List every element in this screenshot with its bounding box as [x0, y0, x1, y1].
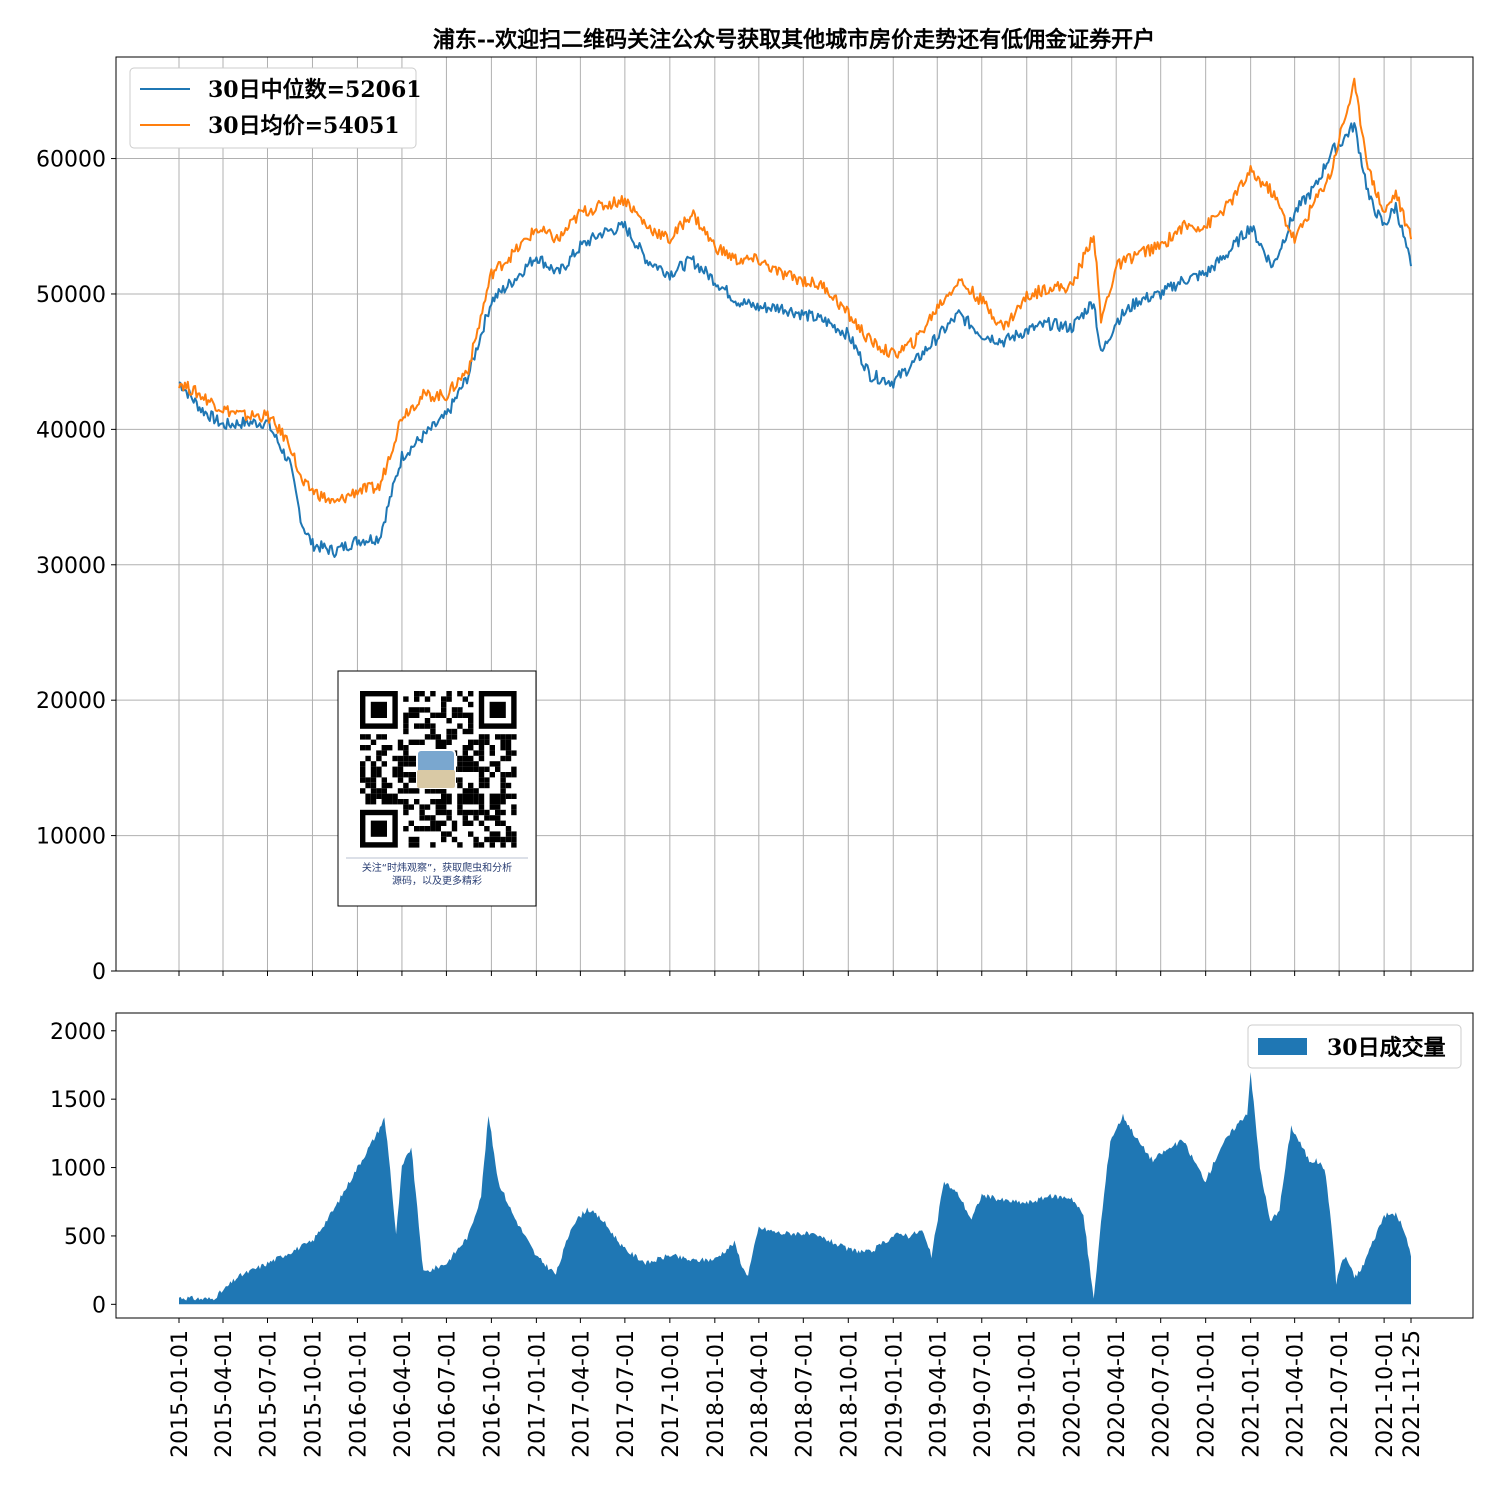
price-y-tick-label: 10000: [36, 825, 106, 850]
x-tick-label: 2018-01-01: [704, 1330, 729, 1458]
x-tick-label: 2021-07-01: [1328, 1330, 1353, 1458]
volume-y-axis: 0 500 1000 1500 2000: [50, 1020, 116, 1318]
x-tick-label: 2016-07-01: [435, 1330, 460, 1458]
x-tick-label: 2019-10-01: [1016, 1330, 1041, 1458]
price-y-axis: 0 10000 20000 30000 40000 50000 60000: [36, 148, 116, 985]
price-series-lines: [178, 77, 1412, 558]
x-tick-label: 2020-10-01: [1195, 1330, 1220, 1458]
qr-avatar-beach-icon: [417, 770, 455, 788]
x-tick-label: 2017-01-01: [525, 1330, 550, 1458]
x-tick-label: 2015-04-01: [212, 1330, 237, 1458]
volume-x-axis: 2015-01-01 2015-04-01 2015-07-01 2015-10-01…: [168, 1318, 1425, 1458]
volume-legend-swatch: [1258, 1038, 1307, 1055]
x-tick-label: 2019-01-01: [882, 1330, 907, 1458]
price-y-tick-label: 30000: [36, 554, 106, 579]
x-tick-label: 2017-04-01: [569, 1330, 594, 1458]
qr-caption-line1: 关注“时炜观察”，获取爬虫和分析: [362, 861, 512, 874]
price-series-line-1: [178, 77, 1412, 505]
x-tick-label: 2021-01-01: [1240, 1330, 1265, 1458]
x-tick-label: 2016-01-01: [346, 1330, 371, 1458]
qr-code-panel: 关注“时炜观察”，获取爬虫和分析 源码，以及更多精彩: [337, 670, 537, 907]
median-legend-label: 30日中位数=52061: [208, 77, 422, 103]
price-plot-frame: [115, 56, 1474, 972]
x-tick-label: 2015-01-01: [168, 1330, 193, 1458]
volume-area-fill: [179, 1072, 1411, 1305]
price-y-tick-label: 0: [92, 960, 106, 985]
price-series-line-0: [178, 122, 1412, 558]
volume-legend-box: [1247, 1024, 1462, 1069]
x-tick-label: 2018-04-01: [748, 1330, 773, 1458]
x-tick-label: 2021-11-25: [1400, 1330, 1425, 1458]
price-x-axis-ticks: [178, 971, 1412, 976]
average-legend-label: 30日均价=54051: [208, 113, 400, 139]
volume-y-tick-label: 2000: [50, 1020, 106, 1045]
x-tick-label: 2018-10-01: [837, 1330, 862, 1458]
x-tick-label: 2021-04-01: [1284, 1330, 1309, 1458]
x-tick-label: 2020-07-01: [1150, 1330, 1175, 1458]
price-legend-box: [129, 67, 417, 149]
chart-title: 浦东--欢迎扫二维码关注公众号获取其他城市房价走势还有低佣金证券开户: [433, 27, 1155, 53]
volume-legend-label: 30日成交量: [1327, 1035, 1446, 1061]
x-tick-label: 2015-10-01: [301, 1330, 326, 1458]
volume-y-tick-label: 1000: [50, 1157, 106, 1182]
x-tick-label: 2019-04-01: [926, 1330, 951, 1458]
price-y-tick-label: 20000: [36, 689, 106, 714]
x-tick-label: 2021-10-01: [1373, 1330, 1398, 1458]
price-y-tick-label: 60000: [36, 148, 106, 173]
price-gridlines: [116, 57, 1473, 972]
volume-area: [179, 1072, 1411, 1305]
x-tick-label: 2020-01-01: [1061, 1330, 1086, 1458]
x-tick-label: 2020-04-01: [1105, 1330, 1130, 1458]
x-tick-label: 2019-07-01: [971, 1330, 996, 1458]
price-legend: 30日中位数=52061 30日均价=54051: [129, 67, 422, 149]
volume-y-tick-label: 500: [64, 1225, 106, 1250]
price-y-tick-label: 50000: [36, 283, 106, 308]
x-tick-label: 2017-07-01: [614, 1330, 639, 1458]
volume-legend: 30日成交量: [1247, 1024, 1462, 1069]
volume-plot-frame: [115, 1012, 1474, 1319]
x-tick-label: 2018-07-01: [792, 1330, 817, 1458]
x-tick-label: 2015-07-01: [256, 1330, 281, 1458]
x-tick-label: 2016-04-01: [391, 1330, 416, 1458]
x-tick-label: 2016-10-01: [480, 1330, 505, 1458]
volume-y-tick-label: 1500: [50, 1088, 106, 1113]
x-tick-label: 2017-10-01: [659, 1330, 684, 1458]
volume-y-tick-label: 0: [92, 1293, 106, 1318]
price-y-tick-label: 40000: [36, 418, 106, 443]
qr-caption-line2: 源码，以及更多精彩: [392, 874, 482, 887]
